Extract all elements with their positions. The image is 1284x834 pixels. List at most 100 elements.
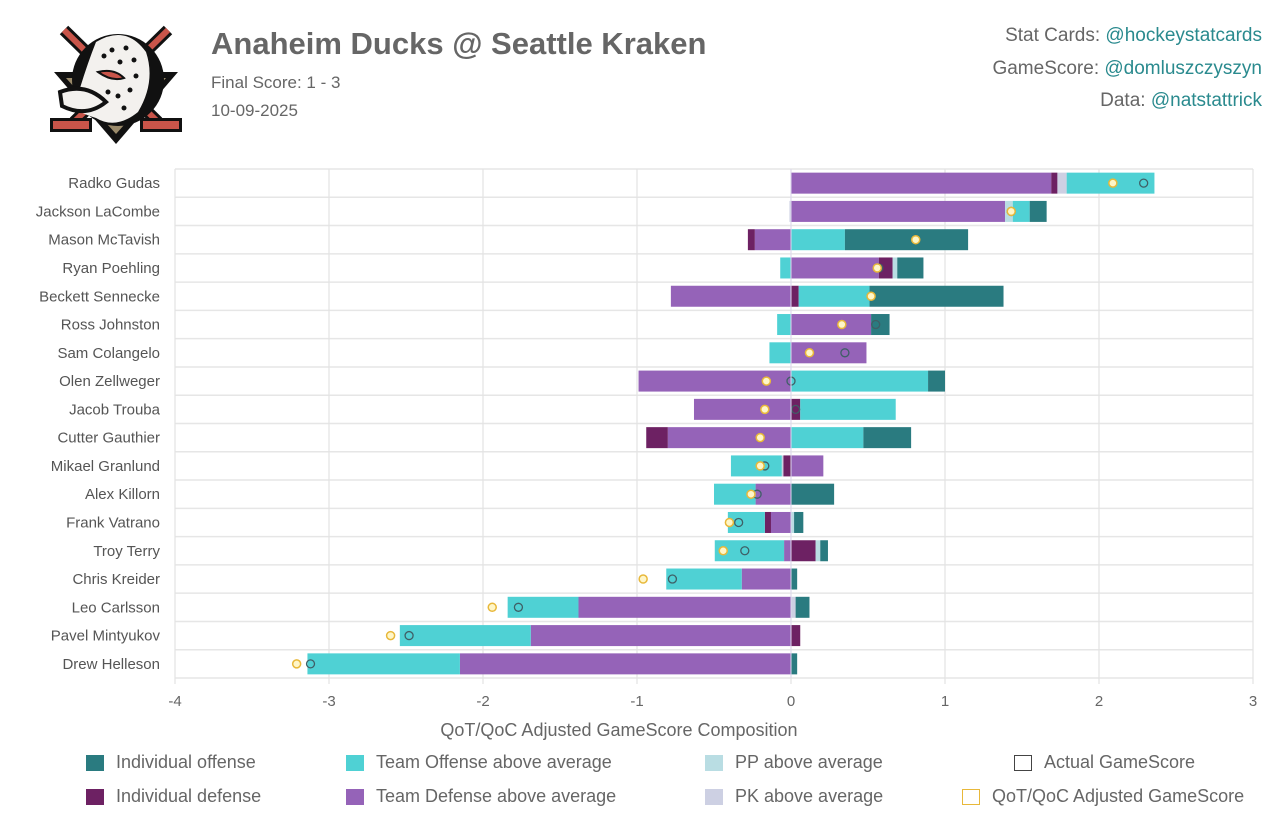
x-tick-label: 3: [1249, 693, 1257, 710]
adjusted-gamescore-marker: [866, 291, 876, 301]
adjusted-gamescore-marker: [746, 489, 756, 499]
adjusted-gamescore-marker: [804, 348, 815, 358]
bar-segment-team-def: [791, 200, 1006, 222]
legend-label: Team Offense above average: [376, 752, 612, 772]
bar-segment-ind-def: [791, 398, 801, 420]
legend-item-ind-off[interactable]: Individual offense: [86, 752, 256, 773]
actual-gamescore-marker: [840, 348, 850, 358]
credit-handle-link[interactable]: @natstattrick: [1150, 90, 1262, 111]
legend-item-actual[interactable]: Actual GameScore: [1014, 752, 1195, 773]
player-label: Olen Zellweger: [59, 373, 160, 390]
credit-handle-link[interactable]: @domluszczyszyn: [1104, 58, 1262, 79]
adjusted-gamescore-marker: [755, 432, 765, 443]
bar-segment-team-off: [666, 568, 742, 590]
x-tick-label: -4: [168, 693, 181, 710]
bar-segment-pk: [781, 455, 784, 477]
x-tick-label: 2: [1095, 693, 1103, 710]
page-title: Anaheim Ducks @ Seattle Kraken: [211, 26, 707, 61]
bar-segment-ind-off: [928, 370, 945, 392]
legend-label: Actual GameScore: [1044, 752, 1196, 772]
legend-item-pk[interactable]: PK above average: [705, 786, 883, 807]
bar-segment-team-off: [307, 653, 460, 675]
adjusted-gamescore-marker: [755, 461, 765, 471]
bar-segment-team-def: [693, 398, 791, 420]
game-date: 10-09-2025: [211, 101, 298, 120]
bar-segment-ind-off: [844, 229, 969, 251]
legend-item-pp[interactable]: PP above average: [705, 752, 883, 773]
bar-segment-team-off: [791, 229, 845, 251]
adjusted-gamescore-marker: [761, 376, 772, 386]
bar-segment-team-def: [530, 625, 791, 647]
bar-segment-ind-off: [791, 483, 835, 505]
legend-label: QoT/QoC Adjusted GameScore: [992, 786, 1245, 806]
anaheim-ducks-logo: [50, 25, 182, 144]
bar-segment-team-off: [714, 483, 756, 505]
adjusted-gamescore-marker: [760, 404, 770, 415]
player-label: Troy Terry: [93, 543, 160, 560]
player-label: Mikael Granlund: [51, 458, 160, 475]
player-label: Radko Gudas: [68, 175, 160, 192]
player-label: Mason McTavish: [48, 232, 160, 249]
legend-item-team-def[interactable]: Team Defense above average: [346, 786, 616, 807]
bar-segment-team-def: [791, 172, 1052, 194]
bar-segment-ind-def: [791, 540, 816, 562]
bar-segment-team-off: [800, 398, 896, 420]
bar-segment-pk: [1057, 172, 1067, 194]
player-label: Jacob Trouba: [69, 401, 161, 418]
bar-segment-ind-def: [747, 229, 755, 251]
player-label: Ryan Poehling: [62, 260, 160, 277]
bar-segment-team-def: [578, 596, 791, 618]
bar-segment-ind-off: [1029, 200, 1047, 222]
bar-segment-team-off: [507, 596, 579, 618]
bar-segment-team-def: [791, 314, 872, 336]
adjusted-gamescore-marker: [872, 263, 882, 273]
legend-swatch: [705, 754, 723, 771]
bar-segment-team-def: [791, 455, 824, 477]
adjusted-gamescore-marker: [837, 319, 847, 330]
adjusted-gamescore-marker: [291, 659, 302, 669]
bar-segment-ind-off: [791, 568, 798, 590]
legend-item-ind-def[interactable]: Individual defense: [86, 786, 261, 807]
legend-item-adjusted[interactable]: QoT/QoC Adjusted GameScore: [962, 786, 1244, 807]
actual-gamescore-marker: [404, 630, 414, 641]
bar-segment-pp: [791, 511, 795, 533]
x-tick-label: 1: [941, 693, 949, 710]
bar-segment-team-off: [798, 285, 870, 307]
bar-segment-ind-off: [791, 653, 798, 675]
x-tick-label: 0: [787, 693, 795, 710]
bar-segment-team-off: [769, 342, 791, 364]
adjusted-gamescore-marker: [1108, 178, 1118, 188]
actual-gamescore-marker: [513, 602, 524, 612]
bar-segment-team-off: [791, 427, 864, 449]
bar-segment-team-def: [459, 653, 791, 675]
credit-handle-link[interactable]: @hockeystatcards: [1105, 25, 1262, 46]
bar-segment-team-def: [791, 342, 867, 364]
bar-segment-ind-def: [783, 455, 791, 477]
bar-segment-ind-off: [869, 285, 1004, 307]
bar-segment-ind-def: [764, 511, 771, 533]
adjusted-gamescore-marker: [638, 574, 648, 584]
player-label: Sam Colangelo: [57, 345, 160, 362]
x-axis-label: QoT/QoC Adjusted GameScore Composition: [440, 720, 797, 740]
bar-segment-team-off: [777, 314, 791, 336]
legend-label: Individual offense: [116, 752, 256, 772]
player-label: Beckett Sennecke: [39, 288, 160, 305]
bar-segment-pp: [892, 257, 898, 279]
legend-swatch: [86, 788, 104, 805]
x-tick-label: -2: [476, 693, 489, 710]
player-label: Cutter Gauthier: [57, 430, 160, 447]
bar-segment-team-def: [670, 285, 791, 307]
bar-segment-ind-off: [863, 427, 912, 449]
actual-gamescore-marker: [871, 319, 881, 330]
actual-gamescore-marker: [740, 546, 750, 556]
actual-gamescore-marker: [667, 574, 678, 584]
legend-item-team-off[interactable]: Team Offense above average: [346, 752, 612, 773]
player-label: Pavel Mintyukov: [51, 628, 161, 645]
legend-swatch: [705, 788, 723, 805]
player-label: Alex Killorn: [85, 486, 160, 503]
bar-segment-team-off: [1012, 200, 1030, 222]
legend-swatch: [962, 788, 980, 805]
adjusted-gamescore-marker: [718, 546, 728, 556]
actual-gamescore-marker: [790, 404, 801, 415]
